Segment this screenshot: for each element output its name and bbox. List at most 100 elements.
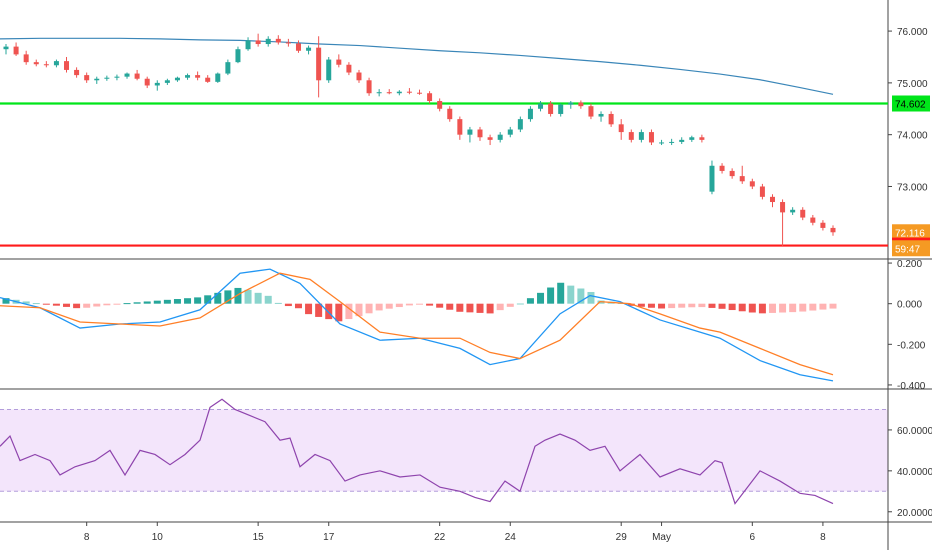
macd-histogram-bar [405, 303, 413, 306]
macd-histogram-bar [335, 303, 343, 322]
candle-body [598, 113, 604, 117]
macd-histogram-bar [163, 299, 171, 304]
macd-histogram-bar [708, 303, 716, 308]
candle-body [820, 222, 826, 228]
macd-histogram-bar [577, 288, 585, 304]
macd-histogram-bar [173, 299, 181, 304]
candle-body [487, 137, 493, 140]
candle-body [316, 47, 322, 81]
candle-body [457, 119, 463, 135]
candle-body [23, 54, 29, 63]
macd-histogram-bar [436, 303, 444, 308]
candle-body [205, 77, 211, 82]
macd-histogram-bar [658, 303, 666, 309]
rsi-y-tick-label: 60.0000 [897, 426, 932, 437]
candle-body [447, 108, 453, 120]
price-axis-label: 74.602 [895, 99, 926, 110]
candle-body [477, 129, 483, 138]
candle-body [84, 75, 90, 81]
macd-histogram-bar [264, 295, 272, 304]
macd-histogram-bar [83, 303, 91, 308]
macd-histogram-bar [113, 303, 121, 305]
macd-histogram-bar [476, 303, 484, 313]
candle-body [275, 38, 281, 43]
macd-histogram-bar [738, 303, 746, 312]
macd-histogram-bar [52, 303, 60, 306]
candle-body [396, 91, 402, 94]
candle-body [114, 76, 120, 78]
macd-histogram-bar [779, 303, 787, 313]
candle-body [648, 132, 654, 143]
candle-body [366, 80, 372, 94]
macd-histogram-bar [789, 303, 797, 313]
candle-body [759, 186, 765, 197]
macd-histogram-bar [315, 303, 323, 317]
candle-body [235, 49, 241, 63]
price-y-tick-label: 74.000 [897, 131, 928, 142]
macd-histogram-bar [214, 292, 222, 304]
candle-body [195, 75, 201, 78]
macd-histogram-bar [103, 303, 111, 306]
candle-body [306, 47, 312, 51]
macd-histogram-bar [244, 289, 252, 304]
candle-body [497, 134, 503, 140]
macd-histogram-bar [819, 303, 827, 310]
x-tick-label: 10 [152, 532, 164, 543]
macd-histogram-bar [637, 303, 645, 307]
price-axis-label-box [892, 224, 930, 241]
macd-histogram-bar [748, 303, 756, 313]
macd-histogram-bar [678, 303, 686, 308]
macd-histogram-bar [647, 303, 655, 308]
candle-body [437, 101, 443, 109]
candle-body [517, 119, 523, 130]
macd-histogram-bar [395, 303, 403, 308]
candle-body [53, 61, 59, 66]
candle-body [13, 46, 19, 55]
rsi-line [0, 398, 834, 505]
candle-body [417, 92, 422, 94]
candle-body [699, 137, 705, 140]
macd-histogram-bar [184, 298, 192, 304]
candle-body [638, 132, 644, 140]
candle-body [689, 137, 695, 140]
macd-histogram-bar [224, 290, 232, 304]
macd-histogram-bar [153, 300, 161, 304]
macd-histogram-bar [345, 303, 353, 320]
candle-body [810, 217, 816, 223]
macd-histogram-bar [526, 298, 534, 304]
macd-histogram-bar [305, 303, 313, 315]
macd-line [0, 268, 834, 382]
macd-histogram-bar [446, 303, 454, 310]
macd-y-tick-label: -0.400 [897, 381, 926, 392]
macd-histogram-bar [385, 303, 393, 309]
candle-body [739, 176, 745, 182]
x-tick-label: 17 [323, 532, 335, 543]
candle-body [790, 209, 796, 213]
candle-body [33, 62, 39, 65]
candle-body [154, 82, 160, 86]
candle-body [74, 69, 80, 76]
macd-histogram-bar [688, 303, 696, 308]
candle-body [124, 73, 130, 77]
candle-body [185, 75, 191, 78]
candle-body [558, 104, 564, 114]
candle-body [326, 59, 332, 81]
candle-body [3, 46, 9, 50]
candle-body [669, 141, 675, 143]
candle-body [104, 77, 110, 79]
candle-body [467, 129, 473, 135]
candle-body [406, 91, 412, 93]
macd-histogram-bar [375, 303, 383, 311]
candle-body [659, 142, 665, 144]
candle-body [830, 227, 836, 233]
candle-body [386, 92, 392, 94]
candle-body [729, 170, 735, 177]
candle-body [164, 80, 170, 83]
candle-body [588, 106, 594, 117]
macd-histogram-bar [194, 297, 202, 304]
macd-histogram-bar [22, 301, 30, 304]
candle-body [64, 61, 70, 70]
candle-body [527, 108, 533, 120]
